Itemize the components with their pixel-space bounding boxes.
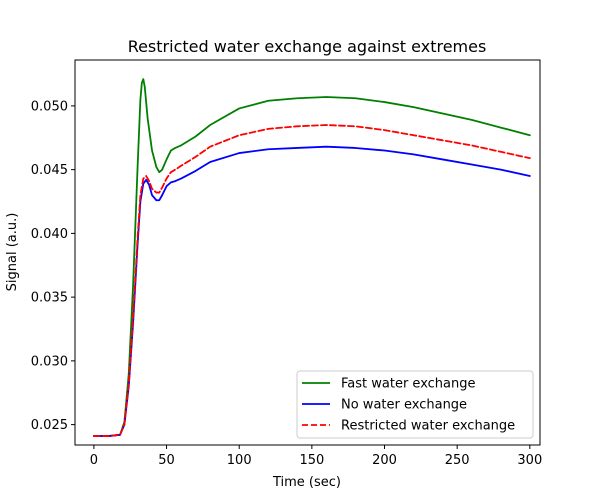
x-tick-label: 100: [227, 453, 252, 468]
x-tick-label: 250: [445, 453, 470, 468]
legend: Fast water exchange No water exchange Rest…: [297, 371, 533, 438]
x-tick-label: 50: [158, 453, 175, 468]
y-tick-label: 0.050: [31, 99, 68, 114]
legend-label-1: No water exchange: [341, 398, 467, 413]
y-tick-label: 0.025: [31, 418, 68, 433]
y-axis-ticks: 0.025 0.030 0.035 0.040 0.045 0.050: [31, 99, 75, 433]
y-tick-label: 0.045: [31, 163, 68, 178]
x-tick-label: 0: [90, 453, 98, 468]
y-tick-label: 0.035: [31, 291, 68, 306]
x-tick-label: 300: [517, 453, 542, 468]
y-axis-title: Signal (a.u.): [5, 213, 20, 292]
legend-label-0: Fast water exchange: [341, 377, 476, 392]
x-axis-ticks: 0 50 100 150 200 250 300: [90, 445, 542, 468]
y-tick-label: 0.030: [31, 354, 68, 369]
x-tick-label: 200: [372, 453, 397, 468]
x-axis-title: Time (sec): [272, 475, 341, 490]
chart-title: Restricted water exchange against extrem…: [128, 37, 487, 56]
x-tick-label: 150: [299, 453, 324, 468]
legend-label-2: Restricted water exchange: [341, 419, 515, 434]
y-tick-label: 0.040: [31, 227, 68, 242]
